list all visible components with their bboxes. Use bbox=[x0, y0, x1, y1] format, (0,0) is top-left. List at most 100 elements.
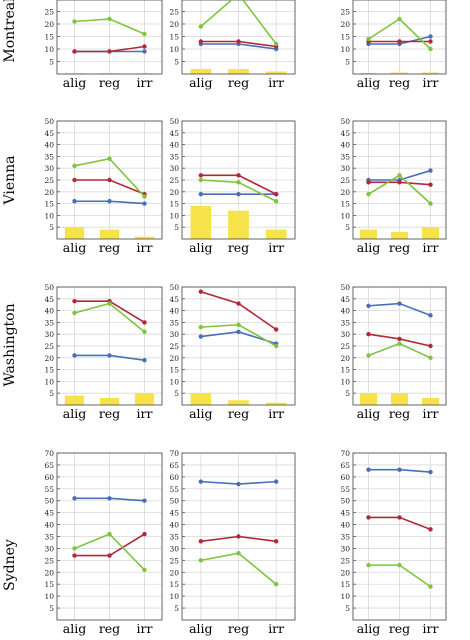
y-tick-label: 70 bbox=[340, 449, 350, 458]
bar bbox=[421, 72, 440, 74]
x-tick-label: alig bbox=[189, 406, 212, 421]
series-point bbox=[428, 201, 433, 206]
panel-sydney-1: 5 10 15 20 25 30 35 40 45 50 55 60 65 70 alig reg irr bbox=[44, 449, 163, 636]
y-tick-label: 25 bbox=[169, 342, 179, 351]
bar bbox=[390, 393, 409, 405]
series-point bbox=[397, 341, 402, 346]
series-point bbox=[366, 515, 371, 520]
panel-vienna-1: 5 10 15 20 25 30 35 40 45 50 alig reg irr bbox=[44, 117, 163, 255]
y-tick-label: 25 bbox=[340, 176, 350, 185]
x-tick-label: irr bbox=[423, 621, 439, 636]
y-tick-label: 20 bbox=[169, 188, 179, 197]
y-tick-label: 30 bbox=[169, 544, 179, 553]
series-point bbox=[198, 173, 204, 178]
bar bbox=[190, 205, 212, 239]
x-tick-label: alig bbox=[357, 406, 380, 421]
y-tick-label: 45 bbox=[340, 509, 350, 518]
row-label-montreal: Montreal bbox=[2, 0, 18, 63]
x-tick-label: reg bbox=[99, 75, 120, 90]
series-point bbox=[198, 334, 204, 339]
y-tick-label: 10 bbox=[340, 592, 350, 601]
y-tick-label: 45 bbox=[340, 295, 350, 304]
y-tick-label: 25 bbox=[340, 342, 350, 351]
y-tick-label: 5 bbox=[174, 58, 179, 67]
x-tick-label: irr bbox=[268, 621, 284, 636]
x-tick-label: reg bbox=[99, 621, 120, 636]
series-point bbox=[142, 320, 147, 325]
y-tick-label: 50 bbox=[169, 283, 179, 292]
y-tick-label: 20 bbox=[340, 188, 350, 197]
bar bbox=[359, 393, 378, 405]
y-tick-label: 45 bbox=[340, 129, 350, 138]
y-tick-label: 50 bbox=[169, 497, 179, 506]
y-tick-label: 65 bbox=[44, 461, 54, 470]
y-tick-label: 50 bbox=[340, 283, 350, 292]
series-point bbox=[107, 177, 112, 183]
series-point bbox=[236, 301, 241, 306]
panel-washington-1: 5 10 15 20 25 30 35 40 45 50 alig reg irr bbox=[44, 283, 163, 421]
x-tick-label: reg bbox=[99, 406, 120, 421]
series-point bbox=[397, 173, 402, 178]
series-point bbox=[428, 527, 433, 532]
y-tick-label: 20 bbox=[169, 568, 179, 577]
series-point bbox=[198, 191, 204, 197]
series-point bbox=[397, 515, 402, 520]
y-tick-label: 45 bbox=[169, 509, 179, 518]
y-tick-label: 40 bbox=[340, 521, 350, 530]
y-tick-label: 20 bbox=[169, 354, 179, 363]
x-tick-label: alig bbox=[63, 75, 86, 90]
series-point bbox=[142, 498, 147, 503]
y-tick-label: 15 bbox=[169, 200, 179, 209]
series-point bbox=[198, 39, 204, 44]
y-tick-label: 15 bbox=[340, 33, 350, 42]
bar bbox=[265, 71, 287, 74]
y-tick-label: 25 bbox=[169, 176, 179, 185]
series-point bbox=[236, 173, 241, 178]
y-tick-label: 5 bbox=[49, 389, 54, 398]
y-tick-label: 10 bbox=[340, 211, 350, 220]
series-point bbox=[198, 324, 204, 330]
y-tick-label: 5 bbox=[345, 604, 350, 613]
y-tick-label: 35 bbox=[340, 318, 350, 327]
bar bbox=[228, 400, 249, 405]
y-tick-label: 10 bbox=[44, 377, 54, 386]
y-tick-label: 25 bbox=[169, 8, 179, 17]
y-tick-label: 25 bbox=[44, 8, 54, 17]
series-point bbox=[142, 531, 147, 537]
series-point bbox=[142, 201, 147, 206]
y-tick-label: 40 bbox=[44, 521, 54, 530]
y-tick-label: 50 bbox=[44, 117, 54, 126]
bar bbox=[134, 236, 155, 239]
bar bbox=[190, 69, 212, 74]
plot-frame bbox=[181, 0, 296, 75]
series-point bbox=[366, 191, 371, 197]
y-tick-label: 35 bbox=[44, 152, 54, 161]
y-tick-label: 5 bbox=[174, 604, 179, 613]
series-point bbox=[428, 34, 433, 39]
y-tick-label: 5 bbox=[174, 223, 179, 232]
series-point bbox=[198, 289, 204, 294]
y-tick-label: 5 bbox=[174, 389, 179, 398]
series-point bbox=[273, 539, 279, 544]
bar bbox=[421, 227, 440, 239]
y-tick-label: 10 bbox=[169, 377, 179, 386]
y-tick-label: 55 bbox=[44, 485, 54, 494]
x-tick-label: irr bbox=[137, 240, 153, 255]
y-tick-label: 65 bbox=[340, 461, 350, 470]
panel-sydney-2: 5 10 15 20 25 30 35 40 45 50 55 60 65 70 alig reg irr bbox=[169, 449, 296, 636]
series-point bbox=[428, 469, 433, 475]
x-tick-label: alig bbox=[357, 75, 380, 90]
y-tick-label: 20 bbox=[44, 568, 54, 577]
series-point bbox=[397, 562, 402, 568]
y-tick-label: 15 bbox=[340, 366, 350, 375]
x-tick-label: reg bbox=[228, 75, 249, 90]
series-point bbox=[72, 310, 77, 316]
row-label-vienna: Vienna bbox=[2, 155, 18, 205]
y-tick-label: 35 bbox=[169, 152, 179, 161]
panel-washington-2: 5 10 15 20 25 30 35 40 45 50 alig reg irr bbox=[169, 283, 296, 421]
series-point bbox=[397, 336, 402, 342]
series-point bbox=[428, 168, 433, 173]
panel-montreal-1: 5 10 15 20 25 alig reg irr bbox=[44, 0, 163, 90]
series-point bbox=[428, 355, 433, 360]
bar bbox=[64, 395, 85, 405]
